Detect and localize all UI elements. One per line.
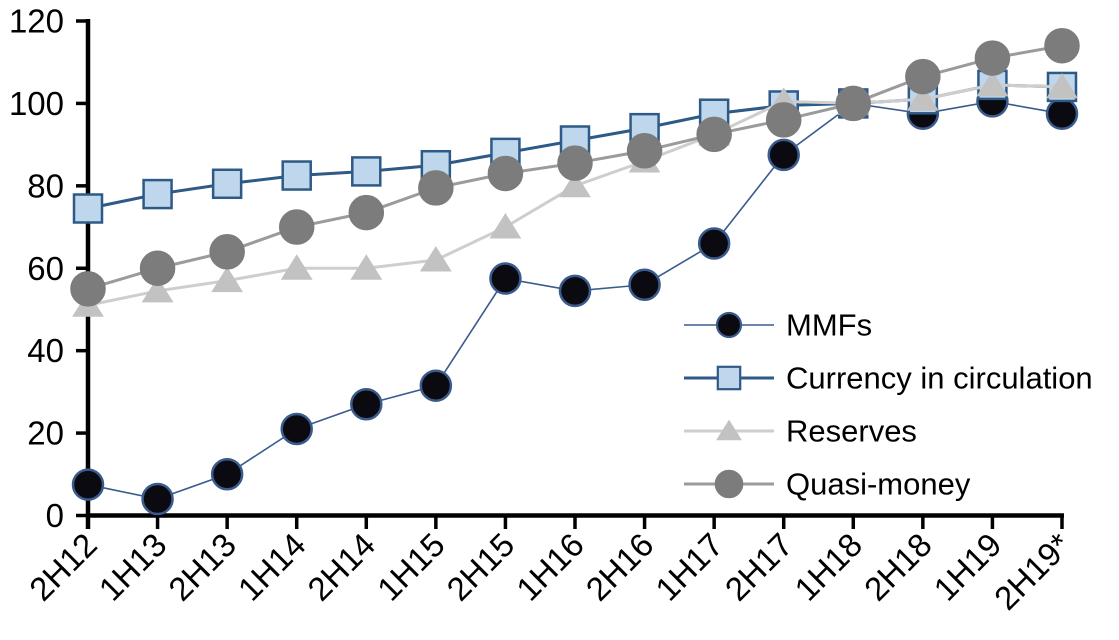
legend-item-mmfs: MMFs (684, 308, 872, 343)
x-axis-tick-label: 2H12 (22, 526, 104, 608)
point-mmfs-1h14 (280, 412, 313, 446)
y-axis-tick-label: 60 (27, 250, 64, 287)
point-quasi-money-1h15 (418, 170, 454, 206)
point-currency-in-circulation-2h14 (351, 156, 382, 187)
point-currency-in-circulation-1h14 (281, 160, 312, 191)
point-quasi-money-1h18 (835, 85, 872, 122)
point-quasi-money-2h12 (70, 271, 106, 307)
point-mmfs-2h14 (350, 387, 383, 421)
point-mmfs-2h17 (767, 138, 800, 172)
x-axis-tick-label: 1H14 (231, 526, 313, 608)
point-quasi-money-1h14 (278, 209, 315, 245)
series-quasi-money (70, 27, 1080, 307)
y-axis-tick-label: 80 (27, 167, 64, 204)
legend-marker-currency-in-circulation (716, 365, 742, 391)
legend-marker-reserves (716, 419, 742, 441)
point-reserves-2h19 (1046, 72, 1078, 99)
point-quasi-money-2h13 (209, 234, 245, 270)
legend-item-reserves: Reserves (684, 414, 917, 449)
legend-label-reserves: Reserves (786, 414, 917, 449)
x-axis-tick-label: 1H15 (370, 526, 452, 608)
point-quasi-money-2h16 (626, 133, 663, 169)
x-axis-tick-label: 2H19* (987, 526, 1078, 617)
x-axis-tick-label: 1H16 (509, 526, 591, 608)
x-axis-tick-label: 1H13 (92, 526, 174, 608)
point-currency-in-circulation-1h13 (142, 178, 173, 210)
legend-marker-quasi-money (714, 469, 744, 499)
point-reserves-2h15 (489, 213, 522, 239)
point-quasi-money-2h18 (905, 58, 941, 95)
point-reserves-1h16 (559, 171, 591, 198)
point-mmfs-2h19 (1045, 97, 1079, 130)
point-mmfs-1h17 (697, 227, 731, 260)
y-axis-tick-label: 120 (9, 3, 64, 40)
point-reserves-1h15 (419, 246, 452, 272)
legend-item-quasi-money: Quasi-money (684, 467, 971, 502)
point-quasi-money-1h13 (139, 250, 176, 287)
point-mmfs-2h12 (71, 468, 105, 501)
point-reserves-1h14 (280, 254, 313, 280)
legend-marker-mmfs (715, 311, 743, 339)
point-mmfs-2h15 (489, 262, 522, 295)
point-quasi-money-2h19 (1044, 27, 1080, 64)
legend-item-currency-in-circulation: Currency in circulation (684, 361, 1093, 396)
point-quasi-money-1h19 (974, 40, 1011, 76)
legend-label-currency-in-circulation: Currency in circulation (786, 361, 1093, 396)
point-reserves-1h13 (141, 276, 174, 303)
y-axis-tick-label: 40 (27, 332, 64, 369)
legend-label-mmfs: MMFs (786, 308, 872, 343)
point-quasi-money-2h15 (487, 155, 524, 192)
x-axis-tick-label: 2H18 (857, 526, 939, 608)
legend-label-quasi-money: Quasi-money (786, 467, 971, 502)
legend: MMFs Currency in circulation Reserves Quasi… (684, 308, 1093, 502)
point-quasi-money-2h17 (765, 102, 802, 138)
point-reserves-1h19 (976, 70, 1009, 97)
x-axis-tick-label: 1H18 (787, 526, 869, 608)
point-mmfs-2h16 (628, 268, 661, 301)
point-quasi-money-1h16 (557, 145, 593, 181)
point-reserves-2h13 (211, 266, 244, 293)
x-axis-tick-label: 1H17 (648, 526, 730, 608)
x-axis-tick-label: 2H14 (300, 526, 382, 608)
y-axis-tick-label: 20 (27, 415, 64, 452)
x-axis-tick-label: 2H16 (579, 526, 661, 608)
point-currency-in-circulation-2h13 (211, 168, 243, 200)
x-axis-tick-label: 2H13 (161, 526, 243, 608)
point-mmfs-1h13 (141, 482, 174, 516)
point-mmfs-1h15 (419, 369, 453, 402)
y-axis-tick-label: 100 (9, 85, 64, 122)
point-quasi-money-1h17 (696, 116, 732, 153)
point-quasi-money-2h14 (348, 194, 385, 231)
point-currency-in-circulation-2h12 (72, 193, 104, 224)
x-axis-tick-label: 2H17 (718, 526, 800, 608)
point-mmfs-2h13 (210, 458, 244, 491)
point-mmfs-1h16 (558, 274, 592, 308)
point-reserves-2h14 (350, 254, 383, 280)
y-axis-tick-label: 0 (46, 497, 64, 534)
x-axis-tick-label: 2H15 (439, 526, 521, 608)
point-reserves-2h18 (906, 85, 939, 111)
